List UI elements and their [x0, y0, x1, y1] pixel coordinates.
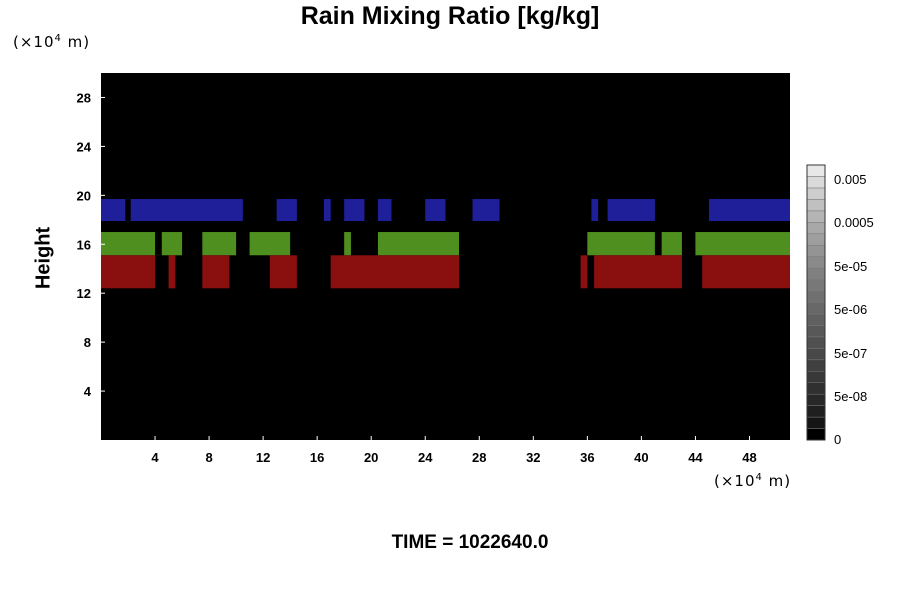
colorbar-swatch: [806, 279, 826, 292]
colorbar-label: 0.005: [834, 172, 867, 187]
band-segment-lower: [202, 255, 230, 289]
colorbar-swatch: [806, 382, 826, 395]
x-tick-label: 24: [418, 450, 433, 465]
band-segment-middle: [161, 232, 183, 256]
x-tick-label: 28: [472, 450, 486, 465]
band-segment-upper: [708, 199, 790, 222]
band-segment-upper: [101, 199, 126, 222]
colorbar-swatch: [806, 428, 826, 441]
colorbar-swatch: [806, 187, 826, 200]
band-segment-middle: [202, 232, 237, 256]
band-segment-upper: [607, 199, 655, 222]
band-segment-middle: [249, 232, 291, 256]
time-label: TIME = 1022640.0: [391, 532, 549, 553]
x-tick-label: 36: [580, 450, 594, 465]
chart-title: Rain Mixing Ratio [kg/kg]: [300, 2, 600, 30]
y-tick-label: 24: [77, 139, 92, 154]
band-segment-middle: [344, 232, 351, 256]
colorbar-swatch: [806, 348, 826, 361]
band-segment-lower: [580, 255, 588, 289]
colorbar-swatch: [806, 359, 826, 372]
y-unit-exponent: 4: [54, 33, 62, 44]
band-segment-lower: [594, 255, 682, 289]
colorbar-swatch: [806, 393, 826, 406]
colorbar-swatch: [806, 336, 826, 349]
band-segment-upper: [377, 199, 392, 222]
band-segment-middle: [661, 232, 682, 256]
colorbar: 0 5e-08 5e-07 5e-06 5e-05 0.0005 0.005: [806, 164, 874, 447]
colorbar-swatch: [806, 199, 826, 212]
colorbar-swatch: [806, 244, 826, 257]
x-tick-label: 12: [256, 450, 270, 465]
band-segment-lower: [168, 255, 176, 289]
x-tick-label: 48: [742, 450, 756, 465]
band-segment-upper: [425, 199, 446, 222]
x-tick-label: 8: [205, 450, 212, 465]
x-tick-label: 32: [526, 450, 540, 465]
x-unit-prefix: (×10: [714, 472, 756, 490]
y-unit-suffix: m): [61, 33, 91, 51]
colorbar-frame: [806, 164, 826, 441]
band-segment-middle: [587, 232, 655, 256]
band-segment-lower: [101, 255, 156, 289]
band-segment-middle: [695, 232, 790, 256]
y-axis-unit: (×104 m): [13, 33, 90, 51]
y-tick-label: 4: [84, 384, 92, 399]
band-segment-upper: [276, 199, 297, 222]
y-tick-label: 20: [77, 188, 91, 203]
x-tick-label: 4: [151, 450, 159, 465]
band-segment-upper: [472, 199, 500, 222]
colorbar-swatch: [806, 222, 826, 235]
y-unit-prefix: (×10: [13, 33, 55, 51]
colorbar-swatch: [806, 256, 826, 269]
x-tick-label: 44: [688, 450, 703, 465]
band-segment-upper: [344, 199, 365, 222]
y-tick-label: 8: [84, 335, 91, 350]
y-axis-ticks: 4 8 12 16 20 24 28: [77, 90, 105, 399]
colorbar-swatch: [806, 325, 826, 338]
y-tick-label: 12: [77, 286, 91, 301]
data-bands: [101, 199, 790, 289]
band-segment-upper: [591, 199, 599, 222]
x-axis-unit: (×104 m): [714, 472, 791, 490]
band-segment-lower: [330, 255, 460, 289]
colorbar-label: 0: [834, 432, 841, 447]
x-tick-label: 16: [310, 450, 324, 465]
x-axis-ticks: 4 8 12 16 20 24 28 32 36 40 44 48: [151, 436, 757, 465]
y-tick-label: 28: [77, 90, 91, 105]
band-segment-upper: [323, 199, 331, 222]
y-tick-label: 16: [77, 237, 91, 252]
band-segment-lower: [702, 255, 790, 289]
colorbar-swatch: [806, 164, 826, 177]
colorbar-swatch: [806, 302, 826, 315]
colorbar-swatch: [806, 313, 826, 326]
colorbar-label: 5e-06: [834, 302, 867, 317]
colorbar-swatch: [806, 233, 826, 246]
colorbar-label: 5e-07: [834, 346, 867, 361]
colorbar-swatch: [806, 267, 826, 280]
colorbar-swatch: [806, 416, 826, 429]
colorbar-swatch: [806, 290, 826, 303]
x-tick-label: 20: [364, 450, 378, 465]
colorbar-swatch: [806, 371, 826, 383]
colorbar-label: 5e-05: [834, 259, 867, 274]
colorbar-label: 0.0005: [834, 215, 874, 230]
colorbar-swatch: [806, 176, 826, 189]
colorbar-label: 5e-08: [834, 389, 867, 404]
band-segment-lower: [269, 255, 297, 289]
colorbar-swatch: [806, 210, 826, 223]
band-segment-upper: [130, 199, 243, 222]
x-unit-exponent: 4: [755, 472, 763, 483]
x-tick-label: 40: [634, 450, 648, 465]
band-segment-middle: [101, 232, 156, 256]
colorbar-swatch: [806, 405, 826, 418]
band-segment-middle: [377, 232, 460, 256]
x-unit-suffix: m): [762, 472, 792, 490]
